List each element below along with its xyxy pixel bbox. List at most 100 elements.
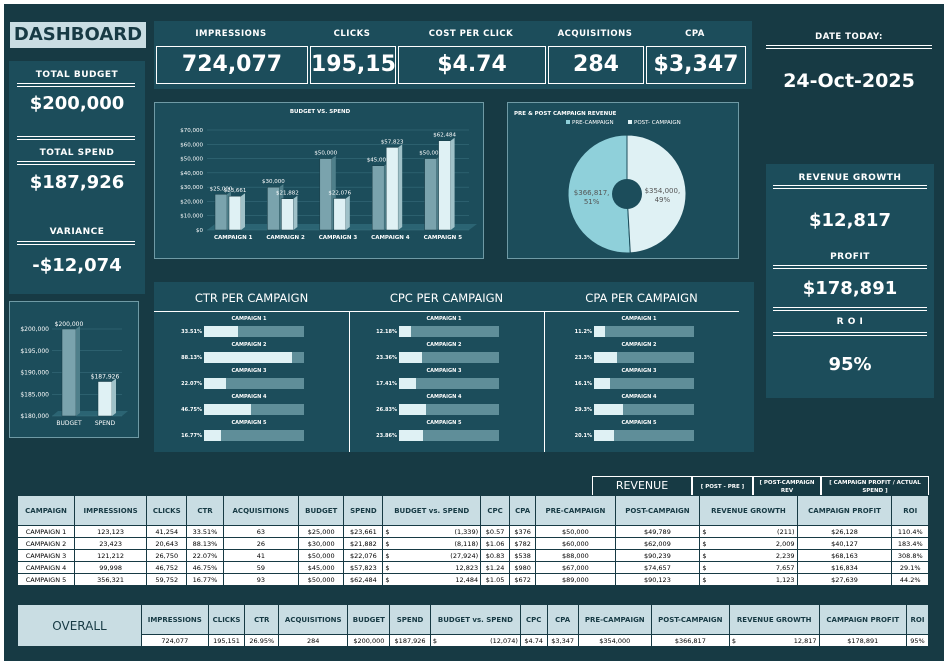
column-header: CLICKS [146,495,188,526]
roi-value: 95% [828,354,872,375]
y-tick-label: $70,000 [180,128,203,134]
cpa-bar [594,352,618,363]
cpa-category-label: CAMPAIGN 2 [621,342,657,348]
cpc-bar-track [399,404,499,415]
cpc-bar [399,326,412,337]
total-spend-label: TOTAL SPEND [39,148,115,158]
table-cell: 195,151 [207,634,246,647]
table-cell: 308.8% [891,549,929,562]
bar [333,198,347,231]
divider [17,83,135,87]
cpc-category-label: CAMPAIGN 1 [426,316,462,322]
column-header: POST-CAMPAIGN [650,604,730,635]
table-cell: $89,000 [535,573,616,586]
cpc-value-label: 17.41% [376,381,397,387]
y-tick-label: $60,000 [180,142,203,148]
table-cell: CAMPAIGN 4 [17,561,75,574]
table-cell: CAMPAIGN 3 [17,549,75,562]
cpa-bar [594,404,624,415]
table-cell: $50,000 [535,525,616,538]
bar-side [398,144,403,230]
column-header: REVENUE GROWTH [728,604,820,635]
kpi-value-2: $4.74 [398,46,546,84]
legend-swatch [566,120,570,124]
kpi-value-3: 284 [548,46,644,84]
slice-label: $354,000, [645,187,681,195]
y-tick-label: $50,000 [180,157,203,163]
table-cell: (1,339) [403,525,482,538]
column-header: PRE-CAMPAIGN [535,495,616,526]
budget-panel: TOTAL BUDGET $200,000 TOTAL SPEND $187,9… [9,61,145,294]
table-cell: $50,000 [298,573,345,586]
budget-vs-spend-chart: BUDGET VS. SPEND $0 $10,000 $20,000 $30,000 $… [154,102,484,259]
data-label: $23,661 [224,188,247,194]
table-cell: 41,254 [146,525,188,538]
column-header: CAMPAIGN [17,495,75,526]
table-cell: 12,484 [403,573,482,586]
bar-side [112,378,116,416]
date-value: 24-Oct-2025 [783,70,915,92]
table-cell: 26 [222,537,300,550]
table-cell: $22,076 [343,549,384,562]
ctr-bar-track [204,404,304,415]
column-header: ROI [891,495,929,526]
y-tick-label: $180,000 [20,413,49,420]
data-label: $50,000 [314,151,337,157]
bar-side [241,193,245,230]
cpc-value-label: 23.36% [376,355,397,361]
cpc-category-label: CAMPAIGN 4 [426,394,462,400]
cpa-value-label: 29.3% [574,407,592,413]
column-header: BUDGET vs. SPEND [429,604,521,635]
roi-label: R O I [836,317,864,327]
slice-label: 51% [584,198,600,206]
table-cell: $57,823 [343,561,384,574]
bar-side [345,195,350,230]
ctr-bar [204,430,221,441]
bar [281,198,294,231]
campaign-table: CAMPAIGN IMPRESSIONS CLICKS CTR ACQUISITIONS… [17,495,929,586]
revenue-growth-label: REVENUE GROWTH [798,173,902,183]
table-row: CAMPAIGN 2 23,423 20,643 88.13% 26 $30,000 $21… [17,537,929,550]
bar [228,195,242,231]
ctr-value-label: 46.75% [181,407,202,413]
kpi-value-4: $3,347 [646,46,746,84]
table-cell: $366,817 [650,634,730,647]
cpa-bar-track [594,352,694,363]
table-cell: $178,891 [818,634,907,647]
bar [61,328,77,417]
budget-vs-spend-svg: BUDGET VS. SPEND $0 $10,000 $20,000 $30,000 $… [180,109,477,241]
y-tick-label: $185,000 [20,391,49,398]
data-label: $50,000 [419,151,442,157]
cpc-chart-title: CPC PER CAMPAIGN [389,291,504,305]
divider [17,161,135,165]
data-label: $21,882 [276,191,299,197]
page-title: DASHBOARD [10,22,146,48]
table-cell: $ [699,573,727,586]
y-tick-label: $200,000 [20,326,49,333]
table-cell: 59 [222,561,300,574]
table-cell: 29.1% [891,561,929,574]
bar-side [450,137,455,230]
table-cell: 26,750 [146,549,188,562]
ctr-bar [204,378,227,389]
table-cell: 44.2% [891,573,929,586]
revenue-pie-svg: PRE & POST CAMPAIGN REVENUE PRE-CAMPAIGN P… [514,111,687,254]
cpc-value-label: 23.86% [376,433,397,439]
x-tick-label: CAMPAIGN 4 [371,235,410,241]
kpi-label-0: IMPRESSIONS [195,29,267,39]
cpc-value-label: 12.18% [376,329,397,335]
table-cell: $50,000 [298,549,345,562]
y-tick-label: $190,000 [20,370,49,377]
table-cell: $16,834 [796,561,893,574]
kpi-value-0: 724,077 [156,46,308,84]
table-cell: $ [382,573,404,586]
column-header: SPEND [389,604,431,635]
table-cell: $782 [508,537,537,550]
data-label: $30,000 [262,179,285,185]
bar [438,140,451,231]
table-cell: 22.07% [186,549,224,562]
bar-side [76,326,80,416]
bar [371,165,385,231]
data-label: $200,000 [55,321,84,328]
x-tick-label: BUDGET [56,420,82,427]
